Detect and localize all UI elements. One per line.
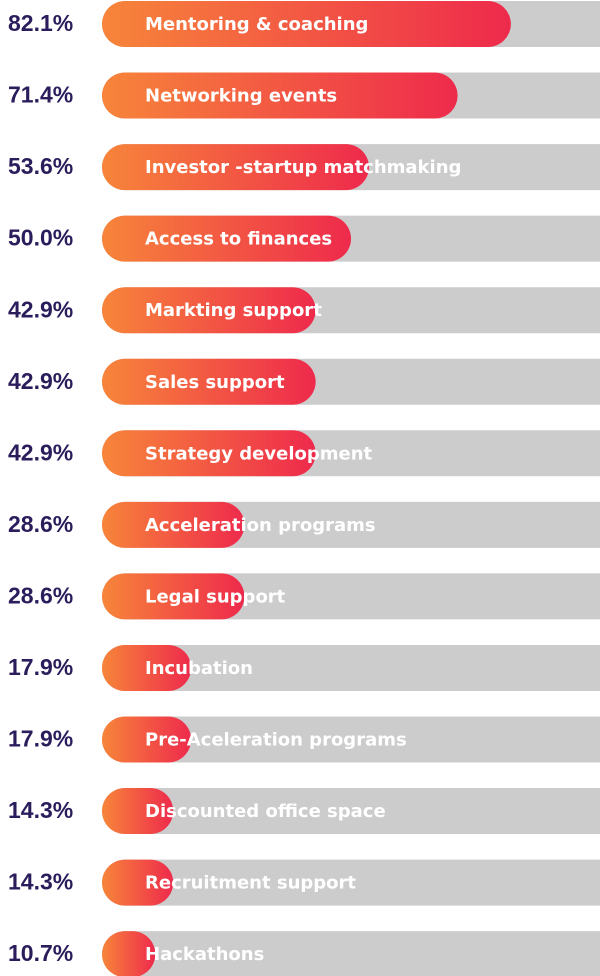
value-label: 42.9% <box>8 439 73 465</box>
value-label: 28.6% <box>8 582 73 608</box>
bar-track <box>102 931 600 976</box>
value-label: 82.1% <box>8 10 73 36</box>
category-label: Access to finances <box>145 229 332 250</box>
bar <box>102 788 174 835</box>
value-label: 42.9% <box>8 296 73 322</box>
bar <box>102 644 192 691</box>
category-label: Sales support <box>145 372 285 393</box>
bar <box>102 358 316 405</box>
value-label: 42.9% <box>8 368 73 394</box>
category-label: Legal support <box>145 586 286 607</box>
bar-track <box>102 859 600 906</box>
value-label: 17.9% <box>8 726 73 752</box>
bar <box>102 573 245 620</box>
category-label: Incubation <box>145 658 253 679</box>
category-label: Pre-Aceleration programs <box>145 730 407 751</box>
category-label: Acceleration programs <box>145 515 376 536</box>
bar <box>102 1 511 47</box>
category-label: Strategy development <box>145 443 373 464</box>
value-label: 71.4% <box>8 82 73 108</box>
category-label: Mentoring & coaching <box>145 14 368 35</box>
bar-track <box>102 716 600 763</box>
category-label: Markting support <box>145 300 322 321</box>
value-label: 14.3% <box>8 869 73 895</box>
bar-track <box>102 644 600 691</box>
value-label: 50.0% <box>8 225 73 251</box>
bar <box>102 215 351 262</box>
value-label: 17.9% <box>8 654 73 680</box>
bar <box>102 501 245 548</box>
category-label: Networking events <box>145 86 337 107</box>
bar <box>102 931 156 976</box>
category-label: Investor -startup matchmaking <box>145 157 461 178</box>
category-label: Hackathons <box>145 944 264 965</box>
value-label: 10.7% <box>8 940 73 966</box>
category-label: Recruitment support <box>145 873 356 894</box>
bar <box>102 287 316 334</box>
bar <box>102 859 174 906</box>
category-label: Discounted office space <box>145 801 386 822</box>
bar <box>102 72 458 119</box>
bar <box>102 144 369 191</box>
value-label: 53.6% <box>8 153 73 179</box>
bar <box>102 716 192 763</box>
value-label: 28.6% <box>8 511 73 537</box>
value-label: 14.3% <box>8 797 73 823</box>
bar-track <box>102 788 600 835</box>
bar <box>102 430 316 477</box>
